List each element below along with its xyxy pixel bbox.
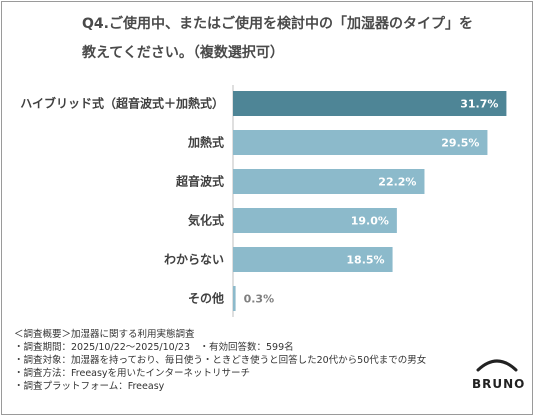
bars-group: ハイブリッド式（超音波式＋加熱式） 31.7% 加熱式 29.5% 超音波式 22.2% 気… <box>20 91 507 311</box>
bar <box>233 130 488 155</box>
value-label: 0.3% <box>244 293 275 306</box>
survey-notes: ＜調査概要＞加湿器に関する利用実態調査 ・調査期間：2025/10/22～202… <box>14 328 454 393</box>
note-line: ・調査プラットフォーム：Freeasy <box>14 381 165 392</box>
category-label: ハイブリッド式（超音波式＋加熱式） <box>20 96 224 111</box>
category-label: わからない <box>164 253 224 267</box>
note-line: ＜調査概要＞加湿器に関する利用実態調査 <box>14 329 195 340</box>
bar <box>233 286 236 311</box>
note-line: ・調査方法：Freeasyを用いたインターネットリサーチ <box>14 368 251 379</box>
value-label: 19.0% <box>351 215 389 228</box>
note-line: ・調査期間：2025/10/22～2025/10/23 ・有効回答数：599名 <box>14 342 294 353</box>
value-label: 22.2% <box>378 176 416 189</box>
logo-text: BRUNO <box>472 377 526 391</box>
category-label: 加熱式 <box>187 135 224 150</box>
value-label: 31.7% <box>460 98 498 111</box>
bar <box>233 247 393 272</box>
bar-chart: ハイブリッド式（超音波式＋加熱式） 31.7% 加熱式 29.5% 超音波式 22.2% 気… <box>20 85 507 317</box>
value-label: 18.5% <box>346 254 384 267</box>
chart-title-line2: 教えてください。（複数選択可） <box>82 45 284 61</box>
note-line: ・調査対象：加湿器を持っており、毎日使う・ときどき使うと回答した20代から50代… <box>14 355 427 366</box>
value-label: 29.5% <box>441 137 479 150</box>
category-label: 超音波式 <box>175 174 224 189</box>
chart-title-line1: Q4.ご使用中、またはご使用を検討中の「加湿器のタイプ」を <box>82 16 473 32</box>
category-label: 気化式 <box>188 213 224 228</box>
bar <box>233 91 507 116</box>
logo-arc-icon <box>476 359 518 372</box>
bar <box>233 169 425 194</box>
bruno-logo: BRUNO <box>472 352 526 402</box>
category-label: その他 <box>188 291 224 306</box>
bar <box>233 208 397 233</box>
